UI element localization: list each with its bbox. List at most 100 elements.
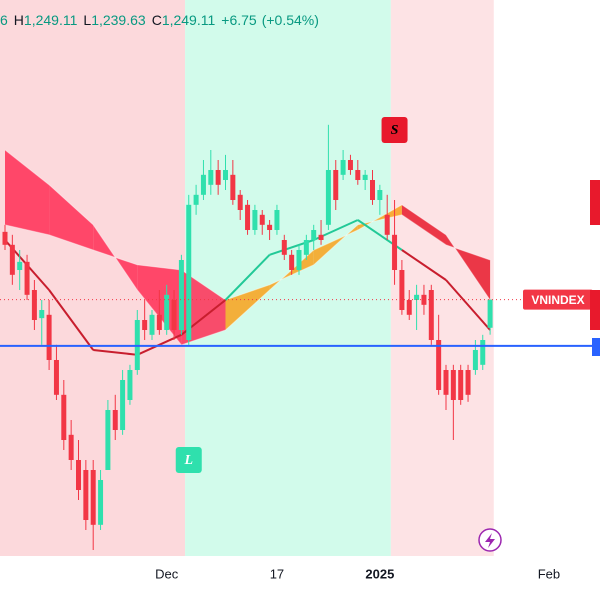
- candle-body: [127, 370, 133, 400]
- signal-box: [381, 117, 408, 143]
- price-tag-edge: [590, 180, 600, 225]
- header-text: H: [14, 12, 24, 28]
- x-tick-label: 2025: [365, 566, 394, 581]
- candle-body: [267, 224, 273, 230]
- ribbon-segment: [5, 150, 50, 235]
- band-edge: [4, 149, 491, 346]
- candle-body: [281, 240, 287, 255]
- candle-body: [105, 410, 111, 470]
- candle-body: [480, 340, 486, 365]
- candle-body: [164, 294, 170, 330]
- candle-body: [46, 314, 52, 360]
- header-text: +6.75: [221, 12, 257, 28]
- ma-line: [224, 254, 271, 301]
- band-edge: [4, 214, 491, 301]
- candle-body: [362, 174, 368, 180]
- candle-body: [406, 300, 412, 315]
- signal-label: L: [183, 453, 193, 468]
- ribbon-segment: [93, 224, 138, 290]
- candle-body: [458, 370, 464, 400]
- regime-background: [185, 0, 391, 556]
- header-text: 1,249.11: [162, 12, 216, 28]
- candle-body: [200, 174, 206, 195]
- candle-body: [39, 310, 45, 319]
- candle-body: [2, 231, 8, 245]
- ribbon-segment: [401, 204, 446, 245]
- candle-body: [120, 380, 126, 430]
- candle-body: [112, 410, 118, 430]
- candle-body: [355, 170, 361, 180]
- signal-box: [175, 447, 202, 473]
- candle-body: [414, 294, 420, 300]
- candle-body: [24, 261, 30, 295]
- x-tick-label: 17: [270, 566, 284, 581]
- candle-body: [428, 290, 434, 340]
- x-tick-label: Feb: [538, 566, 560, 581]
- candle-body: [237, 194, 243, 210]
- candle-body: [90, 470, 96, 525]
- candle-body: [17, 261, 23, 270]
- ma-line: [401, 249, 447, 281]
- candle-body: [465, 370, 471, 395]
- candle-body: [193, 194, 199, 205]
- candle-body: [289, 254, 295, 270]
- ma-line: [93, 349, 138, 356]
- candle-body: [9, 244, 15, 275]
- x-tick-label: Dec: [155, 566, 179, 581]
- candle-body: [421, 294, 427, 305]
- ribbon-segment: [49, 184, 94, 250]
- ribbon-segment: [446, 234, 491, 300]
- candle-body: [186, 204, 192, 340]
- candle-body: [208, 170, 214, 185]
- candle-body: [333, 170, 339, 200]
- price-tag-edge: [590, 290, 600, 330]
- candle-body: [318, 234, 324, 240]
- candle-body: [450, 370, 456, 400]
- candle-body: [149, 314, 155, 335]
- candle-body: [83, 470, 89, 520]
- candle-body: [443, 370, 449, 395]
- header-text: C: [152, 12, 162, 28]
- header-text: (+0.54%): [262, 12, 319, 28]
- flash-icon[interactable]: [478, 528, 502, 552]
- candle-body: [156, 314, 162, 330]
- ribbon-segment: [357, 204, 402, 230]
- candle-body: [31, 290, 37, 320]
- candle-body: [370, 180, 375, 200]
- candle-body: [325, 170, 331, 225]
- symbol-label: VNINDEX: [531, 293, 584, 307]
- candle-body: [377, 190, 383, 200]
- candle-body: [230, 174, 236, 200]
- candle-body: [347, 160, 353, 170]
- price-tag-edge: [592, 338, 600, 356]
- candle-body: [171, 300, 177, 330]
- candle-body: [142, 320, 148, 330]
- ribbon-segment: [225, 284, 270, 330]
- header-text: 1,249.11: [24, 12, 78, 28]
- candle-body: [68, 434, 74, 460]
- candle-body: [53, 360, 59, 395]
- candle-body: [487, 299, 493, 328]
- candle-body: [311, 230, 317, 240]
- candle-body: [472, 350, 478, 370]
- candle-body: [274, 210, 280, 230]
- candle-body: [436, 340, 442, 390]
- candle-body: [76, 460, 81, 490]
- header-text: 6: [0, 12, 8, 28]
- candle-body: [296, 250, 302, 270]
- header-text: 1,239.63: [91, 12, 146, 28]
- candle-body: [215, 170, 221, 185]
- candle-body: [340, 160, 346, 175]
- x-axis: Dec 17 2025 Feb: [155, 566, 560, 581]
- candle-body: [178, 260, 184, 330]
- candle-body: [384, 214, 390, 235]
- header-text: L: [83, 12, 91, 28]
- symbol-tag: [523, 289, 593, 310]
- candle-body: [392, 234, 398, 270]
- x-axis-area: [0, 556, 600, 600]
- candle-body: [252, 210, 258, 230]
- candle-body: [61, 394, 67, 440]
- candle-body: [223, 170, 228, 180]
